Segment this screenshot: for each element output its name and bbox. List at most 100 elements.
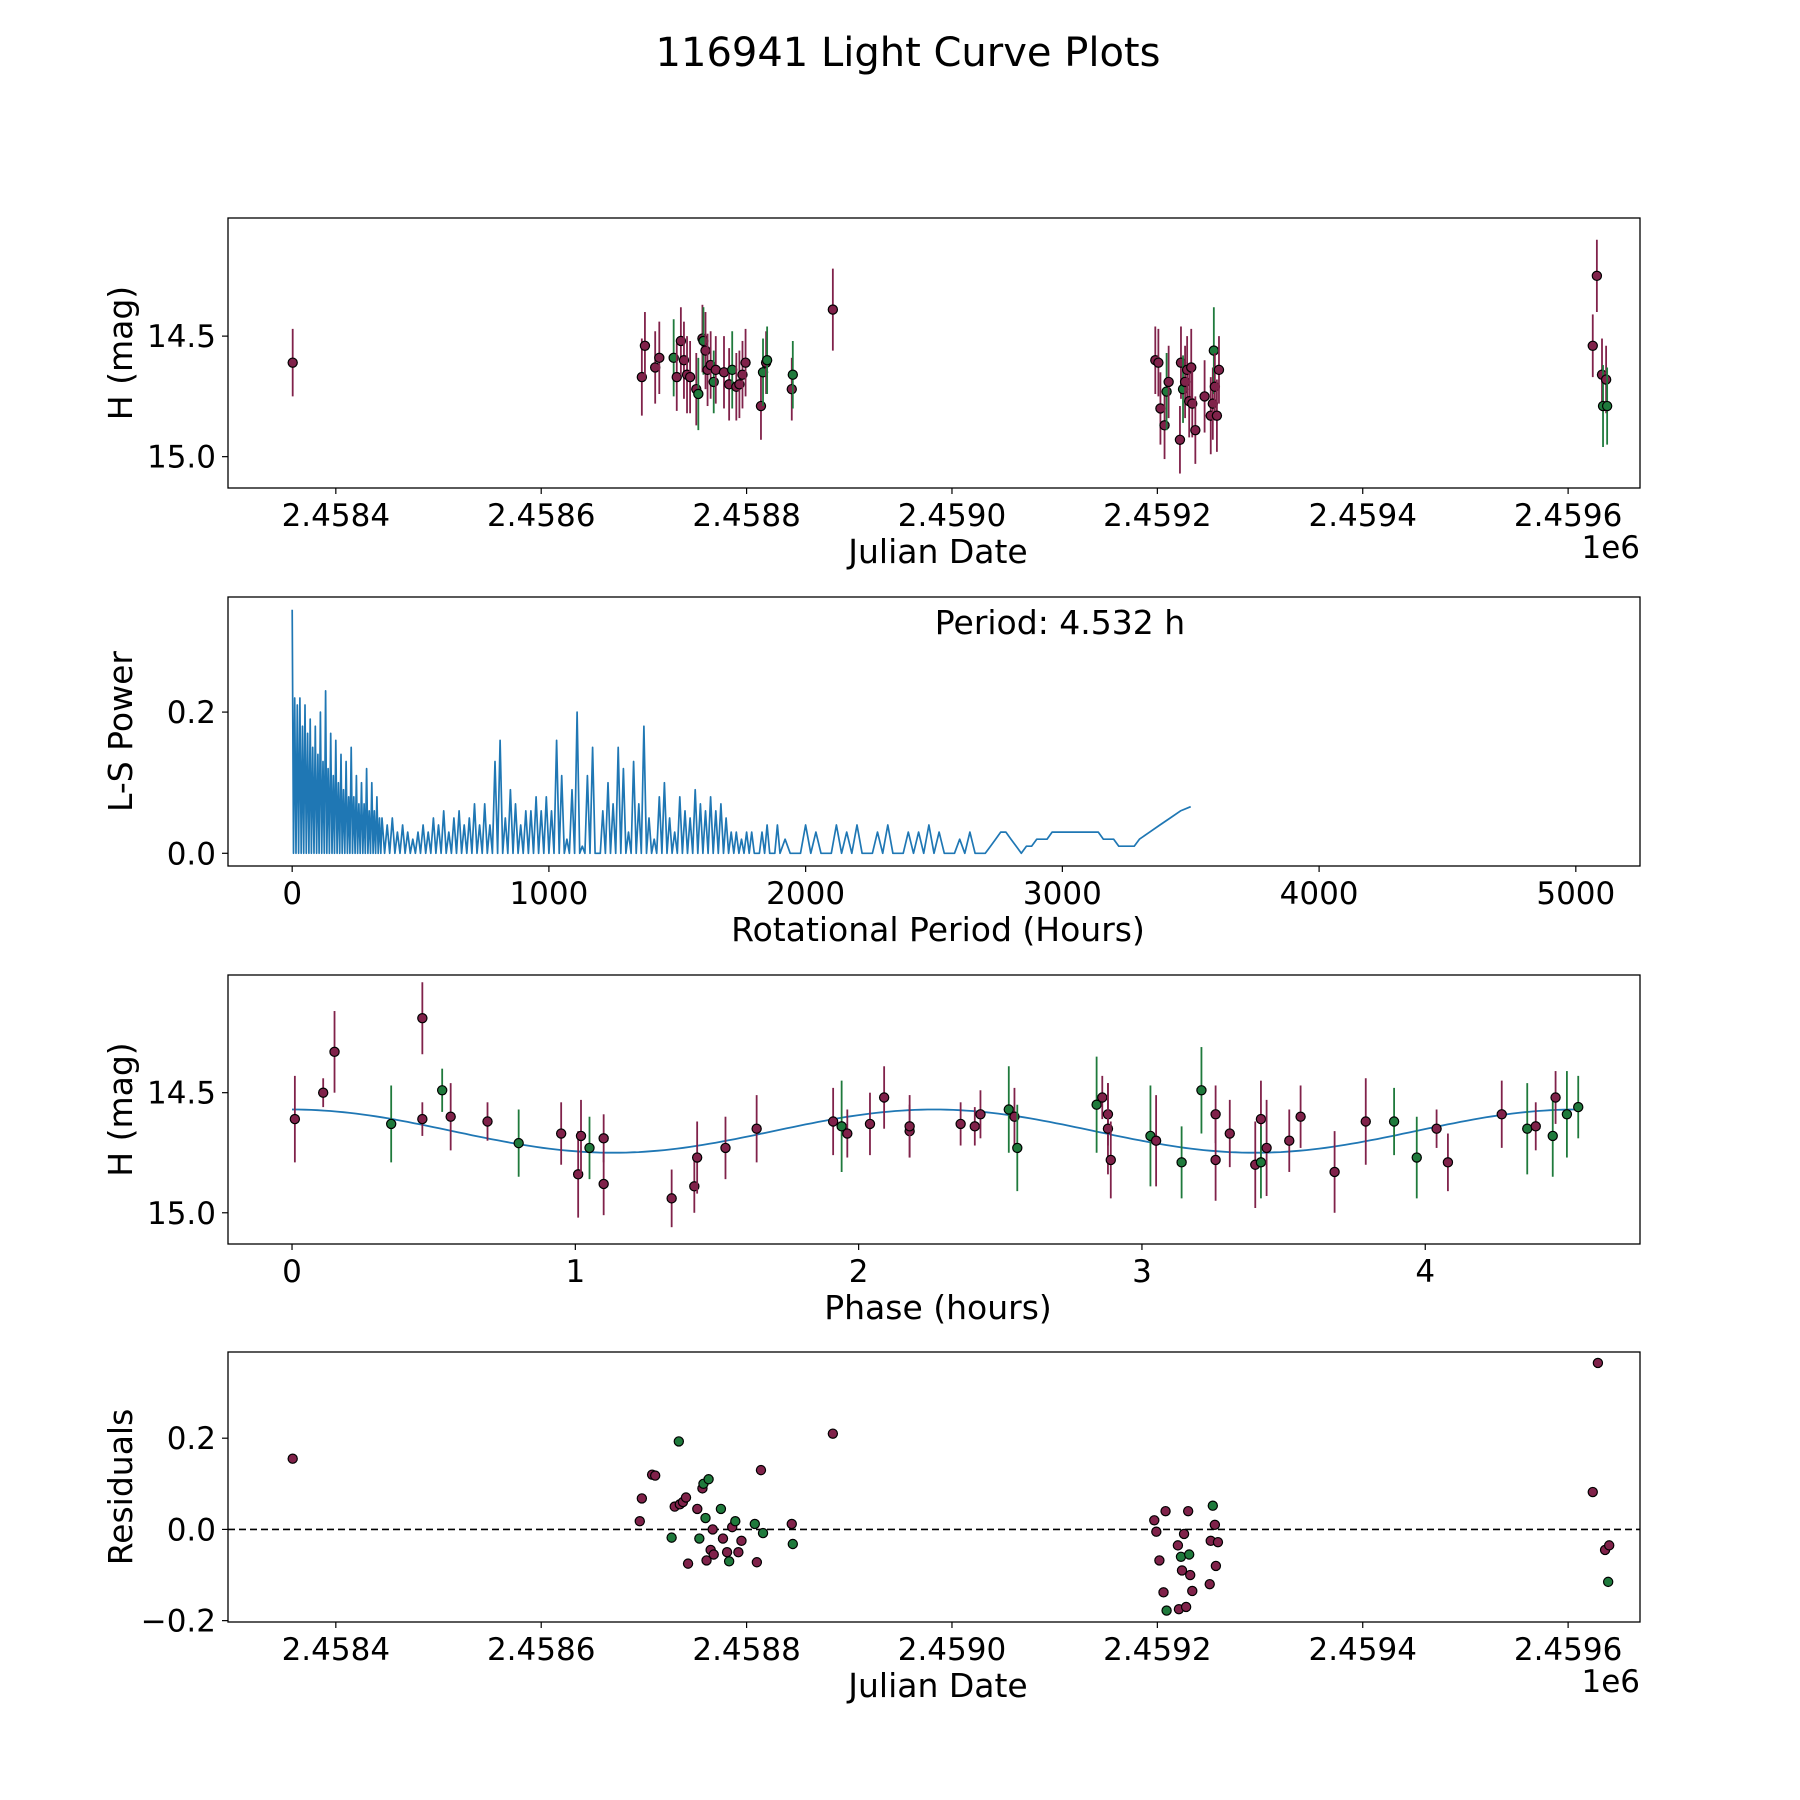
data-point bbox=[1151, 1526, 1162, 1537]
x-tick-label: 4 bbox=[1415, 1254, 1435, 1290]
data-point bbox=[329, 1046, 340, 1058]
x-tick-label: 2.4588 bbox=[692, 1632, 800, 1668]
data-point bbox=[636, 1493, 648, 1504]
data-point bbox=[723, 1556, 735, 1567]
data-point bbox=[755, 400, 767, 412]
data-point bbox=[513, 1137, 524, 1149]
data-point bbox=[693, 388, 704, 400]
data-point bbox=[740, 357, 751, 368]
residuals-panel: 2.4584 2.4586 2.4588 2.4590 2.4592 2.4594 2.45… bbox=[101, 1351, 1641, 1705]
data-point bbox=[1329, 1166, 1340, 1178]
data-point bbox=[707, 1524, 718, 1535]
axes-frame bbox=[227, 596, 1641, 867]
data-point bbox=[555, 1128, 567, 1139]
x-tick-label: 2.4594 bbox=[1308, 498, 1416, 534]
data-point bbox=[575, 1130, 587, 1142]
data-point bbox=[1190, 424, 1201, 436]
data-point bbox=[1180, 1601, 1192, 1613]
x-tick-label: 2.4584 bbox=[282, 498, 390, 534]
x-tick-label: 2.4588 bbox=[692, 498, 800, 534]
data-point bbox=[639, 340, 651, 351]
periodogram-line bbox=[291, 609, 1192, 855]
y-tick-label: −0.2 bbox=[141, 1604, 216, 1640]
data-point bbox=[1199, 391, 1210, 402]
data-point bbox=[755, 1464, 767, 1476]
axes-frame bbox=[227, 974, 1641, 1245]
data-point bbox=[1160, 1505, 1171, 1517]
x-tick-label: 2.4590 bbox=[898, 498, 1006, 534]
data-point bbox=[786, 383, 797, 395]
data-point bbox=[733, 1547, 744, 1558]
x-tick-label: 2.4596 bbox=[1514, 498, 1622, 534]
x-tick-label: 2.4584 bbox=[282, 1632, 390, 1668]
data-point bbox=[1185, 1569, 1196, 1581]
x-tick-label: 2.4590 bbox=[898, 1632, 1006, 1668]
plot-area bbox=[228, 1357, 1640, 1616]
data-point bbox=[720, 1142, 731, 1154]
data-point bbox=[1530, 1121, 1541, 1132]
data-point bbox=[761, 355, 773, 366]
data-point bbox=[598, 1133, 609, 1144]
fit-curve bbox=[292, 1108, 1576, 1154]
data-point bbox=[1547, 1130, 1558, 1142]
phased-panel: 0 1 2 3 4 15.0 14.5 Phase (hours) H (mag) bbox=[101, 974, 1641, 1327]
data-point bbox=[417, 1113, 428, 1125]
y-tick-label: 15.0 bbox=[147, 440, 216, 476]
data-point bbox=[787, 1538, 799, 1550]
data-point bbox=[1196, 1085, 1207, 1096]
data-point bbox=[1091, 1099, 1102, 1110]
data-point bbox=[703, 1474, 714, 1485]
y-tick-label: 14.5 bbox=[147, 1076, 216, 1112]
data-point bbox=[417, 1013, 428, 1024]
data-point bbox=[1592, 1357, 1604, 1369]
data-point bbox=[692, 1503, 703, 1515]
data-point bbox=[1187, 1585, 1198, 1597]
y-axis-label: H (mag) bbox=[101, 1042, 140, 1176]
x-tick-label: 4000 bbox=[1280, 876, 1359, 912]
data-point bbox=[694, 1533, 705, 1544]
data-point bbox=[1213, 364, 1225, 376]
data-point bbox=[1210, 1109, 1221, 1120]
y-tick-label: 0.2 bbox=[167, 1421, 216, 1457]
y-tick-label: 0.2 bbox=[167, 695, 216, 731]
y-axis-label: Residuals bbox=[101, 1409, 140, 1566]
data-point bbox=[1149, 1515, 1160, 1526]
data-point bbox=[1573, 1101, 1584, 1113]
data-point bbox=[1522, 1123, 1533, 1134]
data-point bbox=[572, 1169, 584, 1180]
data-point bbox=[673, 1436, 685, 1447]
x-tick-label: 2000 bbox=[766, 876, 845, 912]
data-point bbox=[1255, 1157, 1267, 1168]
data-point bbox=[749, 1518, 761, 1530]
data-point bbox=[708, 1549, 719, 1560]
data-point bbox=[757, 1527, 769, 1539]
data-point bbox=[598, 1178, 609, 1190]
data-point bbox=[287, 1453, 298, 1464]
x-tick-label: 0 bbox=[282, 1254, 302, 1290]
data-point bbox=[1224, 1128, 1235, 1139]
data-point bbox=[1176, 1157, 1187, 1168]
data-point bbox=[827, 1116, 839, 1127]
data-point bbox=[682, 1558, 694, 1569]
x-tick-label: 2.4586 bbox=[487, 498, 595, 534]
data-point bbox=[715, 1503, 727, 1515]
data-point bbox=[666, 1193, 677, 1204]
y-tick-label: 0.0 bbox=[167, 1512, 216, 1548]
plot-area bbox=[289, 982, 1584, 1228]
data-point bbox=[1178, 1528, 1190, 1540]
data-point bbox=[1442, 1157, 1454, 1168]
figure-title: 116941 Light Curve Plots bbox=[656, 30, 1161, 76]
x-offset-label: 1e6 bbox=[1581, 1664, 1640, 1700]
data-point bbox=[717, 1533, 729, 1544]
data-point bbox=[691, 1152, 703, 1163]
data-point bbox=[1176, 1565, 1188, 1576]
y-tick-label: 15.0 bbox=[147, 1196, 216, 1232]
data-point bbox=[1602, 1576, 1614, 1588]
data-point bbox=[842, 1128, 853, 1139]
data-point bbox=[1207, 1500, 1219, 1511]
x-tick-label: 2 bbox=[849, 1254, 869, 1290]
x-tick-label: 2.4596 bbox=[1514, 1632, 1622, 1668]
data-point bbox=[751, 1557, 763, 1568]
data-point bbox=[1204, 1578, 1215, 1590]
